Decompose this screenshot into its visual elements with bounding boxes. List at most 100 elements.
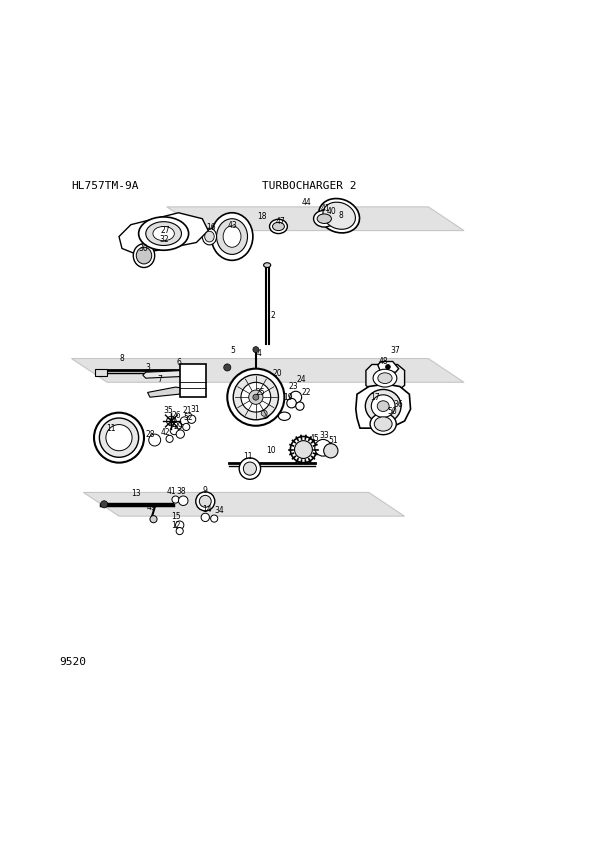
Circle shape [106,424,132,450]
Circle shape [173,422,181,430]
Text: 15: 15 [171,512,181,520]
Circle shape [201,514,209,521]
Text: 44: 44 [302,198,311,206]
Text: 16: 16 [206,223,216,232]
Text: 30: 30 [138,244,148,253]
Circle shape [176,521,184,530]
Text: 11: 11 [243,452,252,461]
Text: 41: 41 [167,487,176,496]
Text: 27: 27 [161,226,170,235]
Circle shape [233,375,278,420]
Ellipse shape [278,412,290,420]
Circle shape [211,515,218,522]
Ellipse shape [374,417,392,431]
Polygon shape [148,387,184,397]
Ellipse shape [371,395,395,418]
Ellipse shape [370,413,396,434]
Circle shape [243,462,256,475]
Circle shape [170,426,178,434]
Circle shape [150,515,157,523]
Text: 17: 17 [370,392,380,402]
Text: 11: 11 [106,424,115,433]
Text: 22: 22 [301,388,311,397]
Text: 50: 50 [388,407,397,416]
Ellipse shape [273,222,284,231]
Circle shape [253,394,259,400]
Polygon shape [143,370,187,378]
Ellipse shape [153,226,174,241]
Circle shape [239,458,261,479]
Circle shape [94,413,144,462]
Text: 10: 10 [267,446,276,456]
Circle shape [324,444,338,458]
Ellipse shape [205,232,214,242]
Ellipse shape [323,202,355,229]
Circle shape [178,496,188,505]
Circle shape [295,440,312,459]
Circle shape [227,369,284,426]
Ellipse shape [133,243,155,268]
Text: 8: 8 [120,354,124,363]
Ellipse shape [146,221,181,246]
Text: 6: 6 [176,358,181,367]
Text: 20: 20 [273,369,282,378]
Ellipse shape [319,199,359,233]
Text: 45: 45 [309,434,319,444]
Text: 40: 40 [327,207,336,216]
Text: 36: 36 [394,400,403,409]
Circle shape [315,440,331,456]
Circle shape [224,364,231,371]
Text: HL757TM-9A: HL757TM-9A [71,181,139,191]
Text: 18: 18 [257,212,267,221]
Text: 51: 51 [328,435,338,445]
Text: 14: 14 [202,504,212,514]
Text: TURBOCHARGER 2: TURBOCHARGER 2 [262,181,356,191]
Text: 32: 32 [159,235,169,244]
Ellipse shape [378,373,392,383]
Text: 7: 7 [157,375,162,384]
Ellipse shape [373,370,397,387]
Ellipse shape [317,214,331,223]
Text: 34: 34 [214,506,224,514]
Ellipse shape [223,226,241,248]
Circle shape [261,410,267,416]
Circle shape [290,436,317,462]
Circle shape [253,347,259,353]
Text: 28: 28 [145,429,155,439]
Circle shape [172,496,179,504]
Ellipse shape [377,401,389,412]
Circle shape [176,527,183,535]
Bar [95,369,107,376]
Text: 48: 48 [379,357,389,366]
Text: 2: 2 [270,312,275,320]
Circle shape [386,365,390,370]
Ellipse shape [136,248,152,264]
Circle shape [166,435,173,442]
Polygon shape [366,365,405,392]
Circle shape [290,392,302,403]
Polygon shape [83,493,405,516]
Circle shape [287,398,296,408]
Circle shape [241,382,271,412]
Ellipse shape [314,210,335,227]
Text: 3: 3 [145,363,150,372]
Text: 41: 41 [321,204,330,213]
Ellipse shape [365,390,401,423]
Text: 38: 38 [177,487,186,496]
Circle shape [101,501,108,508]
Text: 21: 21 [183,406,192,415]
Text: 39: 39 [167,418,176,427]
Ellipse shape [270,219,287,233]
Circle shape [99,418,139,457]
Text: 24: 24 [296,375,306,384]
Ellipse shape [211,213,253,260]
Circle shape [259,408,270,418]
Circle shape [167,416,176,426]
Text: 8: 8 [339,210,343,220]
Text: 33: 33 [320,431,329,440]
Polygon shape [167,207,464,231]
Text: 9520: 9520 [60,657,86,667]
Ellipse shape [202,228,217,245]
Text: 43: 43 [227,221,237,231]
Text: 35: 35 [163,406,173,415]
